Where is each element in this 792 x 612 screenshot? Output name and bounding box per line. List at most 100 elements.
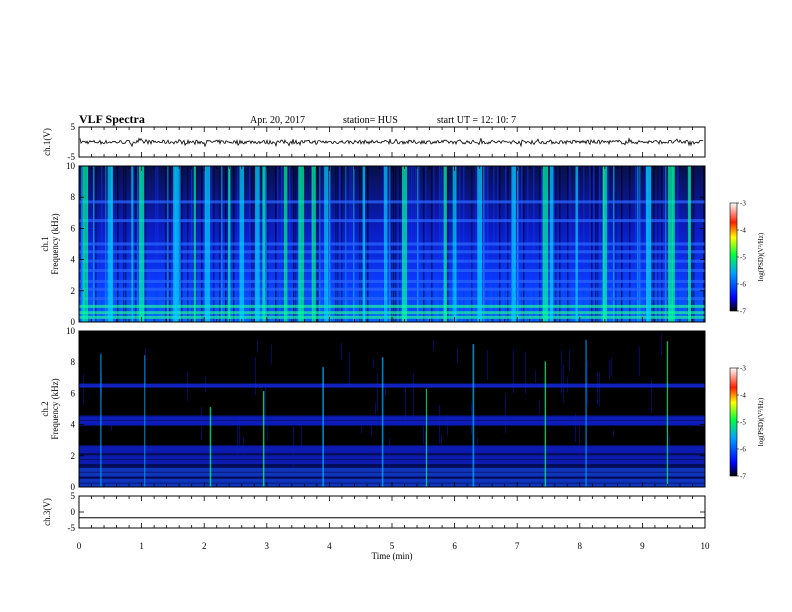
x-tick-label: 8 — [578, 541, 583, 551]
y-tick-label: 0 — [71, 507, 76, 517]
texture-streak — [375, 402, 376, 415]
y-tick-label: 0 — [71, 317, 76, 327]
colorbar-tick-label: -4 — [740, 227, 746, 235]
burst-mark — [204, 166, 211, 322]
colorbar-label: log(PSD)(V²/Hz) — [757, 232, 765, 281]
y-tick-label: -5 — [68, 523, 76, 533]
y-axis-label: Frequency (kHz) — [50, 213, 60, 274]
texture-streak — [505, 393, 506, 434]
texture-streak — [569, 349, 570, 372]
x-tick-label: 10 — [701, 541, 711, 551]
texture-streak — [579, 422, 580, 462]
burst-mark — [144, 355, 146, 487]
y-axis-label: Frequency (kHz) — [50, 378, 60, 439]
burst-mark — [402, 166, 408, 322]
low-freq-noise — [79, 444, 705, 487]
colorbar-ramp — [729, 367, 738, 477]
y-tick-label: 5 — [71, 491, 76, 501]
x-tick-label: 2 — [202, 541, 207, 551]
burst-mark — [262, 391, 265, 487]
texture-streak — [587, 360, 588, 407]
burst-mark — [477, 166, 483, 322]
texture-streak — [385, 386, 386, 396]
x-tick-label: 3 — [265, 541, 270, 551]
texture-streak — [661, 333, 662, 356]
freq-band — [79, 242, 705, 246]
texture-streak — [341, 343, 342, 360]
header-start-time: start UT = 12: 10: 7 — [437, 115, 516, 126]
texture-streak — [613, 429, 614, 436]
burst-mark — [472, 344, 475, 487]
burst-mark — [173, 166, 179, 322]
burst-mark — [667, 166, 674, 322]
texture-streak — [145, 348, 146, 386]
x-tick-label: 6 — [452, 541, 457, 551]
colorbar-tick-label: -3 — [740, 365, 746, 373]
texture-streak — [539, 399, 540, 414]
burst-mark — [381, 357, 384, 487]
burst-mark — [542, 166, 549, 322]
header-date: Apr. 20, 2017 — [250, 115, 305, 126]
burst-mark — [443, 166, 447, 322]
colorbar-tick-label: -3 — [740, 200, 746, 208]
freq-band — [79, 219, 705, 223]
burst-mark — [425, 388, 428, 487]
figure-title: VLF Spectra — [79, 112, 145, 126]
burst-mark — [322, 367, 324, 487]
x-axis-label: Time (min) — [372, 551, 413, 561]
y-tick-label: -5 — [68, 152, 76, 162]
texture-streak — [373, 359, 374, 368]
y-tick-label: 2 — [71, 286, 76, 296]
texture-streak — [405, 387, 406, 425]
header-station: station= HUS — [343, 115, 398, 126]
burst-mark — [544, 361, 547, 487]
y-tick-label: 10 — [66, 326, 76, 336]
texture-streak — [377, 373, 378, 412]
burst-mark — [384, 166, 388, 322]
texture-streak — [267, 420, 268, 441]
burst-mark — [666, 341, 669, 487]
freq-band — [79, 287, 705, 291]
y-tick-label: 6 — [71, 388, 76, 398]
ch2-spectrogram-panel: 0 2 4 6 8 10 Frequency (kHz)ch.2 — [40, 326, 706, 492]
freq-band — [79, 297, 705, 301]
y-tick-label: 4 — [71, 420, 76, 430]
texture-streak — [525, 351, 526, 395]
burst-mark — [362, 166, 366, 322]
freq-band — [79, 259, 705, 263]
burst-mark — [585, 339, 587, 487]
colorbar-tick-label: -7 — [740, 473, 746, 481]
texture-streak — [599, 371, 600, 407]
ch1-waveform-panel: 5 -5 ch.1(V) — [42, 122, 706, 162]
texture-streak — [561, 350, 562, 394]
texture-streak — [441, 435, 442, 446]
texture-streak — [349, 352, 350, 385]
colorbar-label: log(PSD)(V²/Hz) — [757, 397, 765, 446]
colorbar-tick-label: -6 — [740, 446, 746, 454]
texture-streak — [301, 418, 302, 453]
colorbar-tick-label: -6 — [740, 281, 746, 289]
mid-freq-noise — [79, 415, 705, 427]
burst-mark — [228, 166, 231, 322]
texture-streak — [111, 421, 112, 431]
colorbar-tick-label: -7 — [740, 308, 746, 316]
texture-streak — [237, 417, 238, 460]
burst-mark — [672, 166, 675, 322]
burst-mark — [311, 166, 316, 322]
freq-band — [79, 311, 705, 315]
x-tick-label: 7 — [515, 541, 520, 551]
texture-streak — [651, 379, 652, 413]
burst-mark — [645, 166, 652, 322]
texture-streak — [255, 356, 256, 396]
texture-streak — [83, 373, 84, 406]
colorbar-tick-label: -4 — [740, 392, 746, 400]
texture-streak — [265, 385, 266, 420]
burst-mark — [100, 353, 102, 487]
y-tick-label: 10 — [66, 161, 76, 171]
burst-mark — [452, 166, 457, 322]
channel-label: ch.1 — [40, 236, 50, 251]
freq-band — [79, 200, 705, 204]
texture-streak — [423, 425, 424, 444]
burst-mark — [139, 166, 145, 322]
